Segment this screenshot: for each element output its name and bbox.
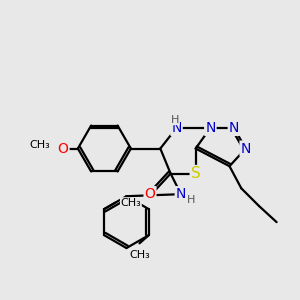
Text: N: N bbox=[171, 121, 182, 135]
Text: N: N bbox=[205, 121, 215, 135]
Text: N: N bbox=[176, 187, 186, 201]
Text: CH₃: CH₃ bbox=[129, 250, 150, 260]
Text: O: O bbox=[145, 187, 155, 201]
Text: CH₃: CH₃ bbox=[121, 198, 141, 208]
Text: O: O bbox=[58, 142, 69, 155]
Text: H: H bbox=[171, 115, 179, 125]
Text: N: N bbox=[229, 121, 239, 135]
Text: S: S bbox=[191, 166, 200, 181]
Text: N: N bbox=[241, 142, 251, 155]
Text: CH₃: CH₃ bbox=[29, 140, 50, 150]
Text: H: H bbox=[187, 195, 195, 205]
